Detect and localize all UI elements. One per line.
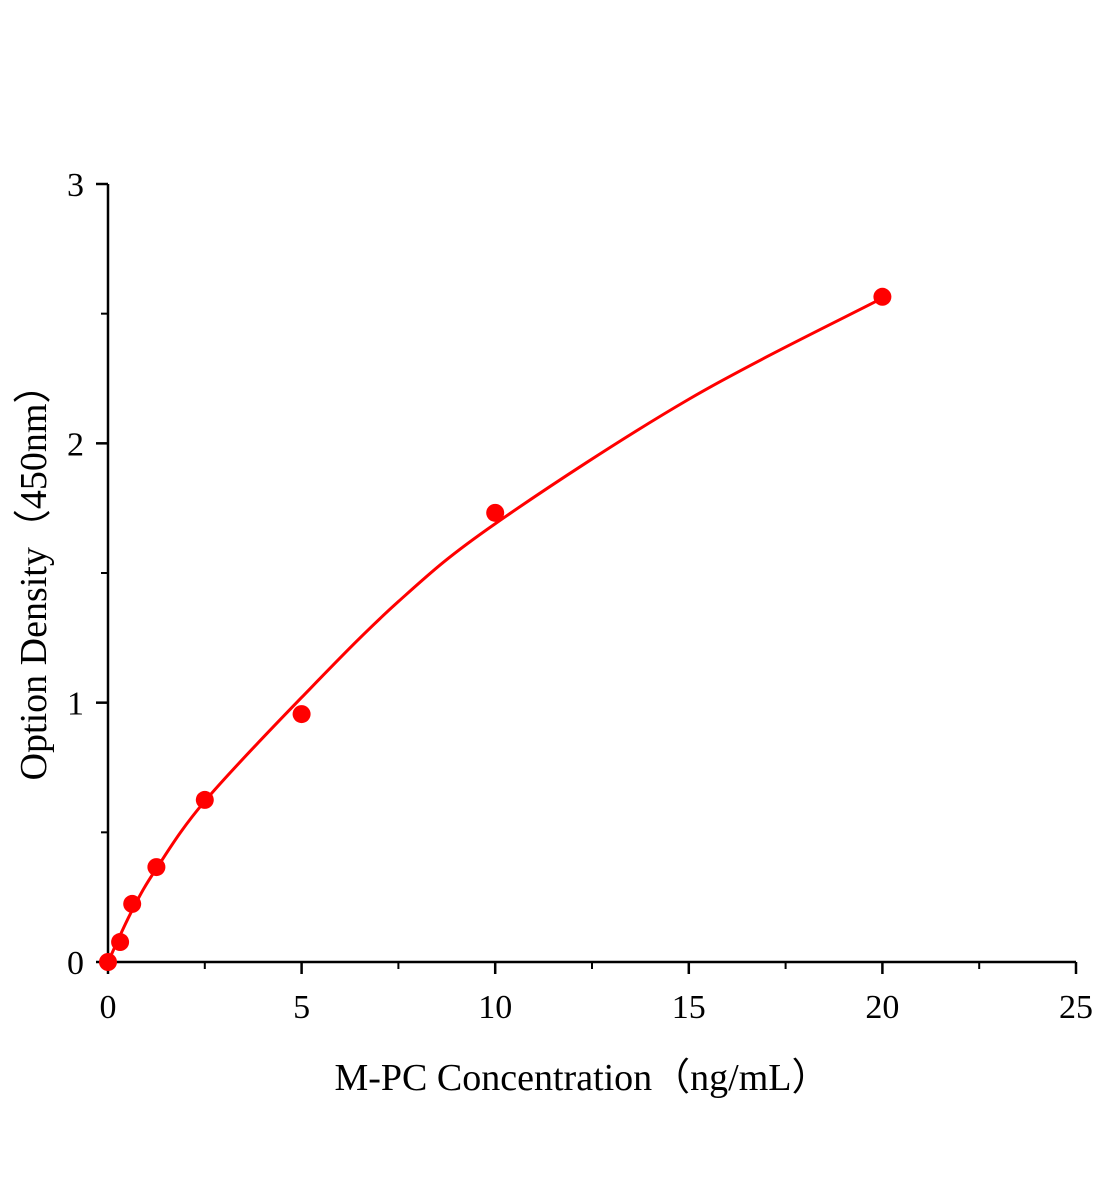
data-point — [99, 953, 117, 971]
x-tick-label: 5 — [293, 989, 310, 1026]
data-point — [486, 503, 505, 522]
data-point — [123, 894, 142, 913]
x-axis-title: M-PC Concentration（ng/mL） — [334, 1057, 829, 1099]
data-point — [111, 933, 130, 952]
data-point — [292, 705, 311, 724]
fit-curve — [106, 296, 884, 963]
x-tick-label: 20 — [865, 989, 899, 1026]
data-point — [195, 790, 214, 809]
y-tick-label: 0 — [67, 945, 84, 982]
y-tick-label: 3 — [67, 167, 84, 204]
data-point — [147, 858, 166, 877]
x-tick-label: 25 — [1059, 989, 1093, 1026]
x-tick-label: 10 — [478, 989, 512, 1026]
x-tick-label: 15 — [672, 989, 706, 1026]
y-axis-title: Option Density（450nm） — [13, 366, 55, 781]
data-points — [99, 287, 892, 971]
x-tick-label: 0 — [100, 989, 117, 1026]
y-tick-label: 1 — [67, 686, 84, 723]
data-point — [873, 287, 892, 306]
y-tick-label: 2 — [67, 426, 84, 463]
axes: 0 5 10 15 20 25 0 1 2 3 — [67, 167, 1093, 1026]
